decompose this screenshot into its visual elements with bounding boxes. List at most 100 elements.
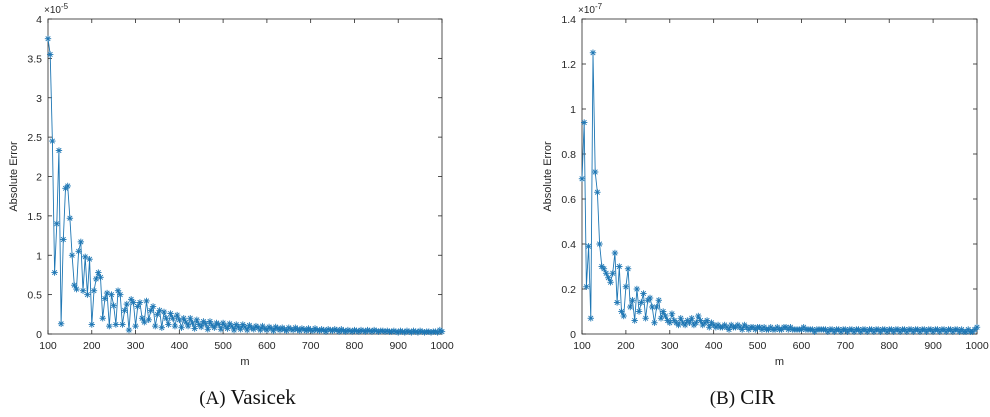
data-point-marker xyxy=(609,270,616,277)
data-point-marker xyxy=(145,316,152,324)
chart-panel-cir: 100 200 300 400 500 600 700 800 900 1000 0 0.2 0.4 0.… xyxy=(495,0,990,417)
data-point-marker xyxy=(88,321,95,328)
y-tick-label: 2.5 xyxy=(27,132,42,144)
y-tick-label: 1 xyxy=(570,104,576,116)
y-tick-label: 2 xyxy=(36,172,42,184)
data-point-marker xyxy=(53,220,60,227)
data-point-marker xyxy=(123,300,130,308)
caption-prefix: (A) xyxy=(199,388,226,409)
data-point-marker xyxy=(79,287,87,294)
data-point-marker xyxy=(143,297,150,305)
data-point-marker xyxy=(605,274,612,281)
plot-area xyxy=(581,18,978,335)
data-point-marker xyxy=(187,315,194,322)
data-point-marker xyxy=(622,283,630,290)
y-tick-label: 0.4 xyxy=(561,239,576,251)
x-tick-label: 800 xyxy=(880,340,898,352)
data-point-marker xyxy=(611,249,619,257)
y-tick-label: 0.6 xyxy=(561,194,576,206)
data-point-marker xyxy=(697,317,704,324)
x-tick-label: 400 xyxy=(705,340,723,352)
x-axis-label: m xyxy=(240,356,249,368)
x-axis-label: m xyxy=(775,356,784,368)
y-tick-label: 0 xyxy=(570,329,576,341)
data-point-marker xyxy=(613,299,621,306)
data-point-marker xyxy=(681,321,689,329)
data-point-marker xyxy=(202,320,209,327)
x-tick-label: 400 xyxy=(171,340,189,352)
data-point-marker xyxy=(158,324,166,331)
data-point-marker xyxy=(616,263,623,270)
y-tick-label: 3.5 xyxy=(27,53,42,65)
data-point-marker xyxy=(106,322,113,330)
x-tick-label: 1000 xyxy=(430,340,454,352)
data-point-marker xyxy=(60,236,67,243)
data-point-marker xyxy=(646,294,654,302)
x-tick-label: 800 xyxy=(346,340,364,352)
y-tick-label: 1.4 xyxy=(561,14,576,26)
data-point-marker xyxy=(596,240,603,248)
x-tick-label: 600 xyxy=(793,340,811,352)
caption-title: CIR xyxy=(740,385,776,409)
data-point-marker xyxy=(46,51,54,58)
data-point-marker xyxy=(580,119,588,126)
data-point-marker xyxy=(167,310,174,317)
data-point-marker xyxy=(132,322,139,330)
data-point-marker xyxy=(178,324,185,331)
data-point-marker xyxy=(578,175,586,182)
data-point-marker xyxy=(589,49,597,56)
data-point-marker xyxy=(631,317,638,324)
data-point-marker xyxy=(108,291,115,298)
data-point-marker xyxy=(152,322,159,330)
chart-panel-vasicek: 100 200 300 400 500 600 700 800 900 1000 0 0.5 1 1.5 2… xyxy=(0,2,495,410)
caption-prefix: (B) xyxy=(709,388,736,409)
data-point-marker xyxy=(438,328,446,335)
data-point-marker xyxy=(237,326,244,333)
data-point-marker xyxy=(695,312,702,320)
data-point-marker xyxy=(86,255,93,263)
x-tick-label: 100 xyxy=(573,340,591,352)
caption-vasicek: (A) Vasicek xyxy=(0,385,495,410)
data-point-marker xyxy=(101,295,109,302)
data-point-marker xyxy=(193,316,201,324)
data-point-marker xyxy=(633,285,641,293)
caption-cir: (B) CIR xyxy=(495,385,990,410)
data-point-marker xyxy=(587,315,594,322)
x-tick-label: 300 xyxy=(661,340,679,352)
x-tick-label: 200 xyxy=(617,340,635,352)
data-point-marker xyxy=(627,303,634,311)
data-point-marker xyxy=(642,315,649,322)
data-point-marker xyxy=(653,303,660,311)
data-point-marker xyxy=(130,299,137,306)
data-point-marker xyxy=(206,318,214,325)
chart-svg-cir: 100 200 300 400 500 600 700 800 900 1000 0 0.2 0.4 0.… xyxy=(542,2,989,368)
y-tick-label: 1.5 xyxy=(27,211,42,223)
y-exponent-label: ×10-7 xyxy=(578,2,603,16)
data-point-marker xyxy=(73,285,80,293)
data-point-marker xyxy=(600,265,608,272)
x-tick-label: 700 xyxy=(837,340,855,352)
data-point-marker xyxy=(95,269,102,276)
data-point-marker xyxy=(624,265,632,272)
data-point-marker xyxy=(583,283,590,290)
data-point-marker xyxy=(55,147,63,154)
data-point-marker xyxy=(184,322,192,330)
data-point-marker xyxy=(198,323,205,331)
data-point-marker xyxy=(204,326,211,333)
x-tick-label: 300 xyxy=(127,340,145,352)
data-point-marker xyxy=(64,182,71,190)
data-point-marker xyxy=(149,303,157,310)
data-point-marker xyxy=(677,315,684,322)
x-tick-label: 700 xyxy=(302,340,320,352)
data-point-marker xyxy=(173,311,181,319)
data-point-marker xyxy=(75,248,82,255)
y-tick-label: 3 xyxy=(36,93,42,105)
x-tick-label: 600 xyxy=(258,340,276,352)
data-point-marker xyxy=(134,303,141,310)
data-point-marker xyxy=(84,291,91,298)
data-point-marker xyxy=(141,318,148,326)
data-point-marker xyxy=(66,215,74,222)
data-point-marker xyxy=(57,320,65,327)
data-point-marker xyxy=(640,290,647,297)
data-point-marker xyxy=(44,35,52,42)
